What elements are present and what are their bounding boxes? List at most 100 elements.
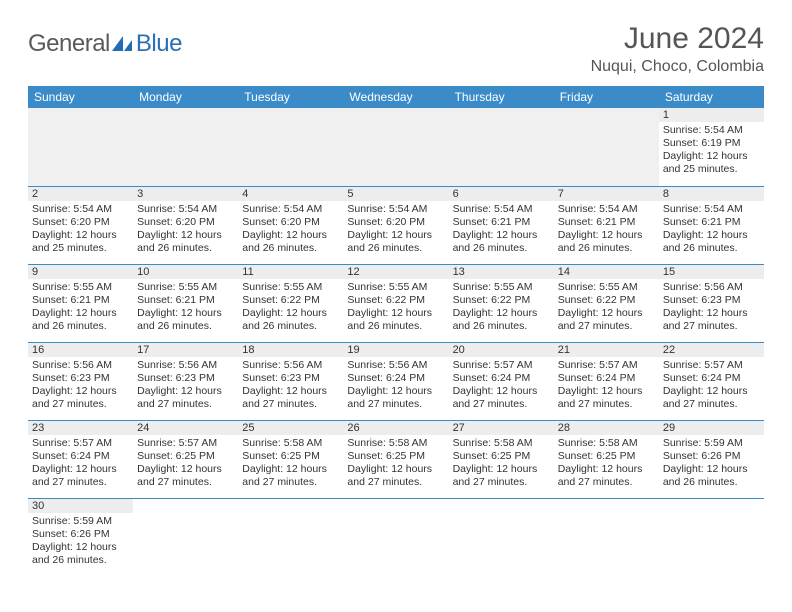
day-info: Sunrise: 5:54 AMSunset: 6:21 PMDaylight:…: [558, 203, 655, 256]
logo-sail-icon: [112, 36, 134, 52]
day-number: 21: [554, 343, 659, 357]
day-number: 7: [554, 187, 659, 201]
calendar-day-cell: 14Sunrise: 5:55 AMSunset: 6:22 PMDayligh…: [554, 264, 659, 342]
day-info: Sunrise: 5:54 AMSunset: 6:20 PMDaylight:…: [347, 203, 444, 256]
calendar-row: 30 Sunrise: 5:59 AMSunset: 6:26 PMDayligh…: [28, 498, 764, 576]
calendar-day-cell: 26 Sunrise: 5:58 AMSunset: 6:25 PMDayligh…: [343, 420, 448, 498]
day-info: Sunrise: 5:56 AMSunset: 6:23 PMDaylight:…: [663, 281, 760, 334]
day-number: 17: [133, 343, 238, 357]
weekday-header: Sunday: [28, 86, 133, 108]
calendar-blank-cell: [343, 108, 448, 186]
calendar-day-cell: 13 Sunrise: 5:55 AMSunset: 6:22 PMDayligh…: [449, 264, 554, 342]
calendar-day-cell: 22Sunrise: 5:57 AMSunset: 6:24 PMDayligh…: [659, 342, 764, 420]
day-number: 10: [133, 265, 238, 279]
day-number: 19: [343, 343, 448, 357]
calendar-day-cell: 25 Sunrise: 5:58 AMSunset: 6:25 PMDayligh…: [238, 420, 343, 498]
day-number: 29: [659, 421, 764, 435]
day-number: 25: [238, 421, 343, 435]
calendar-day-cell: 18Sunrise: 5:56 AMSunset: 6:23 PMDayligh…: [238, 342, 343, 420]
day-number: 20: [449, 343, 554, 357]
day-number: 2: [28, 187, 133, 201]
day-info: Sunrise: 5:54 AMSunset: 6:20 PMDaylight:…: [137, 203, 234, 256]
day-info: Sunrise: 5:58 AMSunset: 6:25 PMDaylight:…: [242, 437, 339, 490]
day-info: Sunrise: 5:56 AMSunset: 6:23 PMDaylight:…: [32, 359, 129, 412]
day-info: Sunrise: 5:54 AMSunset: 6:20 PMDaylight:…: [242, 203, 339, 256]
day-info: Sunrise: 5:57 AMSunset: 6:24 PMDaylight:…: [558, 359, 655, 412]
logo: General Blue: [28, 22, 182, 58]
logo-text-blue: Blue: [136, 30, 182, 58]
day-info: Sunrise: 5:54 AMSunset: 6:21 PMDaylight:…: [453, 203, 550, 256]
calendar-day-cell: 1Sunrise: 5:54 AMSunset: 6:19 PMDaylight…: [659, 108, 764, 186]
day-number: 18: [238, 343, 343, 357]
day-number: 23: [28, 421, 133, 435]
calendar-day-cell: 27 Sunrise: 5:58 AMSunset: 6:25 PMDayligh…: [449, 420, 554, 498]
day-number: 12: [343, 265, 448, 279]
day-info: Sunrise: 5:57 AMSunset: 6:24 PMDaylight:…: [663, 359, 760, 412]
calendar-day-cell: 8Sunrise: 5:54 AMSunset: 6:21 PMDaylight…: [659, 186, 764, 264]
calendar-row: 23Sunrise: 5:57 AMSunset: 6:24 PMDayligh…: [28, 420, 764, 498]
calendar-body: 1Sunrise: 5:54 AMSunset: 6:19 PMDaylight…: [28, 108, 764, 576]
calendar-day-cell: 15 Sunrise: 5:56 AMSunset: 6:23 PMDayligh…: [659, 264, 764, 342]
calendar-day-cell: 29 Sunrise: 5:59 AMSunset: 6:26 PMDayligh…: [659, 420, 764, 498]
day-info: Sunrise: 5:54 AMSunset: 6:21 PMDaylight:…: [663, 203, 760, 256]
calendar-day-cell: 4Sunrise: 5:54 AMSunset: 6:20 PMDaylight…: [238, 186, 343, 264]
logo-text-general: General: [28, 30, 110, 58]
month-title: June 2024: [591, 22, 764, 56]
calendar-blank-cell: [449, 108, 554, 186]
calendar-head: SundayMondayTuesdayWednesdayThursdayFrid…: [28, 86, 764, 108]
calendar-row: 9 Sunrise: 5:55 AMSunset: 6:21 PMDaylight…: [28, 264, 764, 342]
day-number: 14: [554, 265, 659, 279]
calendar-blank-cell: [133, 108, 238, 186]
weekday-header: Monday: [133, 86, 238, 108]
day-info: Sunrise: 5:55 AMSunset: 6:22 PMDaylight:…: [347, 281, 444, 334]
day-info: Sunrise: 5:58 AMSunset: 6:25 PMDaylight:…: [453, 437, 550, 490]
calendar-day-cell: 23Sunrise: 5:57 AMSunset: 6:24 PMDayligh…: [28, 420, 133, 498]
day-info: Sunrise: 5:56 AMSunset: 6:24 PMDaylight:…: [347, 359, 444, 412]
calendar-day-cell: 11 Sunrise: 5:55 AMSunset: 6:22 PMDayligh…: [238, 264, 343, 342]
day-number: 11: [238, 265, 343, 279]
day-number: 28: [554, 421, 659, 435]
calendar-day-cell: 17Sunrise: 5:56 AMSunset: 6:23 PMDayligh…: [133, 342, 238, 420]
calendar-day-cell: 10 Sunrise: 5:55 AMSunset: 6:21 PMDayligh…: [133, 264, 238, 342]
title-block: June 2024 Nuqui, Choco, Colombia: [591, 22, 764, 76]
calendar-empty-cell: [449, 498, 554, 576]
calendar-day-cell: 30 Sunrise: 5:59 AMSunset: 6:26 PMDayligh…: [28, 498, 133, 576]
day-info: Sunrise: 5:58 AMSunset: 6:25 PMDaylight:…: [347, 437, 444, 490]
day-info: Sunrise: 5:59 AMSunset: 6:26 PMDaylight:…: [32, 515, 129, 568]
day-number: 1: [659, 108, 764, 122]
calendar-table: SundayMondayTuesdayWednesdayThursdayFrid…: [28, 86, 764, 576]
day-number: 16: [28, 343, 133, 357]
day-info: Sunrise: 5:55 AMSunset: 6:21 PMDaylight:…: [32, 281, 129, 334]
day-number: 27: [449, 421, 554, 435]
day-info: Sunrise: 5:57 AMSunset: 6:24 PMDaylight:…: [453, 359, 550, 412]
weekday-header: Tuesday: [238, 86, 343, 108]
calendar-day-cell: 19 Sunrise: 5:56 AMSunset: 6:24 PMDayligh…: [343, 342, 448, 420]
day-info: Sunrise: 5:55 AMSunset: 6:22 PMDaylight:…: [453, 281, 550, 334]
calendar-empty-cell: [133, 498, 238, 576]
calendar-blank-cell: [554, 108, 659, 186]
calendar-day-cell: 7 Sunrise: 5:54 AMSunset: 6:21 PMDaylight…: [554, 186, 659, 264]
calendar-day-cell: 5Sunrise: 5:54 AMSunset: 6:20 PMDaylight…: [343, 186, 448, 264]
calendar-day-cell: 24Sunrise: 5:57 AMSunset: 6:25 PMDayligh…: [133, 420, 238, 498]
day-info: Sunrise: 5:59 AMSunset: 6:26 PMDaylight:…: [663, 437, 760, 490]
day-number: 9: [28, 265, 133, 279]
day-number: 30: [28, 499, 133, 513]
calendar-day-cell: 12 Sunrise: 5:55 AMSunset: 6:22 PMDayligh…: [343, 264, 448, 342]
calendar-day-cell: 20 Sunrise: 5:57 AMSunset: 6:24 PMDayligh…: [449, 342, 554, 420]
day-number: 15: [659, 265, 764, 279]
weekday-header: Thursday: [449, 86, 554, 108]
calendar-empty-cell: [554, 498, 659, 576]
calendar-day-cell: 2Sunrise: 5:54 AMSunset: 6:20 PMDaylight…: [28, 186, 133, 264]
calendar-row: 16 Sunrise: 5:56 AMSunset: 6:23 PMDayligh…: [28, 342, 764, 420]
day-info: Sunrise: 5:55 AMSunset: 6:21 PMDaylight:…: [137, 281, 234, 334]
day-number: 26: [343, 421, 448, 435]
calendar-empty-cell: [238, 498, 343, 576]
day-info: Sunrise: 5:58 AMSunset: 6:25 PMDaylight:…: [558, 437, 655, 490]
weekday-header: Wednesday: [343, 86, 448, 108]
calendar-blank-cell: [238, 108, 343, 186]
calendar-row: 1Sunrise: 5:54 AMSunset: 6:19 PMDaylight…: [28, 108, 764, 186]
day-number: 13: [449, 265, 554, 279]
location: Nuqui, Choco, Colombia: [591, 58, 764, 76]
day-number: 3: [133, 187, 238, 201]
day-info: Sunrise: 5:55 AMSunset: 6:22 PMDaylight:…: [242, 281, 339, 334]
